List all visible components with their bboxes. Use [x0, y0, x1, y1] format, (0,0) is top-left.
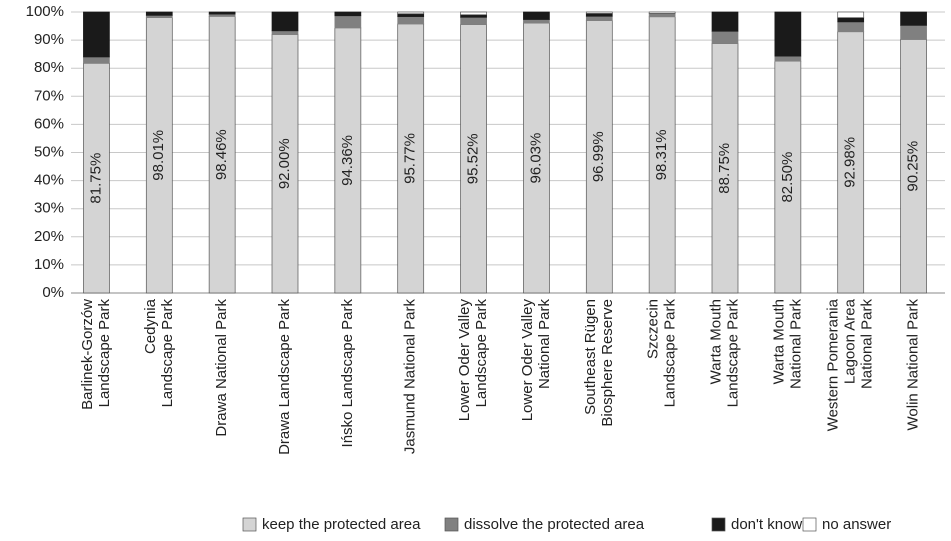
x-tick-label: Warta Mouth — [770, 299, 787, 384]
x-tick-label: Lagoon Area — [842, 298, 859, 384]
x-tick-label: Landscape Park — [96, 299, 113, 408]
y-tick-label: 30% — [34, 200, 64, 217]
bar-segment — [83, 62, 110, 294]
value-label: 94.36% — [339, 135, 356, 186]
y-tick-label: 50% — [34, 143, 64, 160]
x-tick-label: Lower Oder Valley — [519, 299, 536, 422]
bar-segment — [837, 17, 865, 23]
value-label: 98.31% — [653, 129, 670, 180]
value-label: 96.03% — [527, 133, 544, 184]
bar-segment — [334, 11, 362, 17]
value-label: 88.75% — [716, 143, 733, 194]
x-tick-label: Landscape Park — [159, 299, 176, 408]
value-label: 98.01% — [150, 130, 167, 181]
x-tick-label: Landscape Park — [662, 299, 679, 408]
bar-segment — [900, 39, 927, 294]
legend-swatch — [802, 517, 817, 532]
y-tick-label: 80% — [34, 59, 64, 76]
bar-segment — [585, 11, 613, 14]
bar-segment — [711, 43, 739, 294]
x-tick-label: Lower Oder Valley — [456, 299, 473, 422]
value-label: 81.75% — [87, 153, 104, 204]
y-tick-label: 40% — [34, 172, 64, 189]
x-tick-label: Biosphere Reserve — [599, 299, 616, 427]
value-label: 98.46% — [213, 129, 230, 180]
bar-segment — [523, 22, 550, 294]
bar-segment — [271, 30, 299, 35]
bar-segment — [460, 24, 487, 294]
y-tick-label: 70% — [34, 87, 64, 104]
bar-segment — [648, 13, 676, 18]
y-tick-label: 20% — [34, 228, 64, 245]
legend-label: don't know — [731, 516, 802, 533]
bar-segment — [837, 11, 865, 19]
bar-segment — [900, 11, 927, 26]
x-tick-label: Barlinek-Gorzów — [79, 299, 96, 410]
y-tick-label: 10% — [34, 256, 64, 273]
x-tick-label: Landscape Park — [724, 299, 741, 408]
legend-swatch — [242, 517, 257, 532]
x-tick-label: Wolin National Park — [905, 299, 922, 431]
bar-segment — [711, 11, 739, 32]
x-tick-label: Southeast Rügen — [582, 299, 599, 415]
bar-segment — [145, 11, 173, 16]
y-tick-label: 90% — [34, 31, 64, 48]
bar-segment — [837, 21, 865, 33]
x-tick-label: Landscape Park — [473, 299, 490, 408]
x-tick-label: Jasmund National Park — [402, 299, 419, 455]
value-label: 82.50% — [779, 152, 796, 203]
x-tick-label: Warta Mouth — [707, 299, 724, 384]
x-tick-label: Drawa National Park — [213, 299, 230, 437]
bar-segment — [774, 55, 802, 62]
legend-swatch — [444, 517, 459, 532]
x-tick-label: Szczecin — [645, 299, 662, 359]
bar-segment — [585, 20, 613, 294]
bar-segment — [523, 19, 550, 24]
y-tick-label: 100% — [26, 3, 64, 20]
bar-segment — [585, 15, 613, 21]
y-tick-label: 60% — [34, 115, 64, 132]
bar-segment — [83, 11, 110, 58]
x-tick-label: Drawa Landscape Park — [276, 299, 293, 455]
bar-segment — [585, 13, 613, 17]
legend-swatch — [711, 517, 726, 532]
bar-segment — [900, 24, 927, 40]
bar-segment — [83, 56, 110, 64]
legend-label: keep the protected area — [262, 516, 421, 533]
bar-segment — [648, 16, 676, 294]
bar-segment — [648, 11, 676, 14]
bar-segment — [774, 60, 802, 294]
value-label: 92.00% — [276, 138, 293, 189]
value-label: 95.52% — [465, 133, 482, 184]
value-label: 96.99% — [590, 131, 607, 182]
x-tick-label: Western Pomerania — [825, 298, 842, 431]
bar-segment — [271, 34, 299, 294]
bar-segment — [460, 11, 487, 16]
bar-segment — [271, 11, 299, 32]
legend-label: no answer — [822, 516, 891, 533]
bar-segment — [774, 11, 802, 57]
bar-segment — [397, 16, 425, 25]
bar-segment — [460, 14, 487, 18]
value-label: 92.98% — [842, 137, 859, 188]
x-tick-label: National Park — [859, 299, 876, 390]
value-label: 90.25% — [905, 141, 922, 192]
x-tick-label: Cedynia — [142, 298, 159, 354]
x-tick-label: Ińsko Landscape Park — [339, 299, 356, 448]
legend-label: dissolve the protected area — [464, 516, 645, 533]
bar-segment — [711, 30, 739, 44]
value-label: 95.77% — [402, 133, 419, 184]
x-tick-label: National Park — [787, 299, 804, 390]
x-tick-label: National Park — [536, 299, 553, 390]
bar-segment — [397, 13, 425, 17]
y-tick-label: 0% — [42, 284, 64, 301]
bar-segment — [208, 11, 236, 15]
bar-segment — [397, 11, 425, 15]
bar-segment — [523, 11, 550, 20]
bar-segment — [460, 16, 487, 25]
bar-segment — [334, 15, 362, 29]
